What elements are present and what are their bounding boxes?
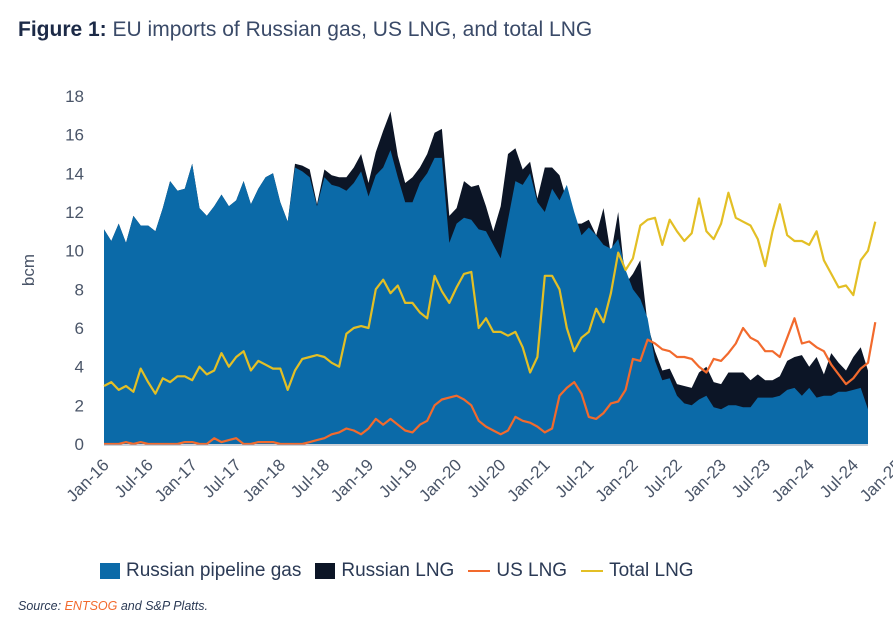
y-tick-label: 6 [75,319,84,338]
legend-item-total-lng: Total LNG [581,560,694,582]
x-tick-label: Jul-22 [640,455,686,501]
source-note: Source: ENTSOG and S&P Platts. [18,599,208,613]
y-tick-label: 12 [65,203,84,222]
legend-item-russian-lng: Russian LNG [315,560,454,582]
y-tick-label: 0 [75,435,84,454]
chart-lines [103,191,877,446]
x-tick-label: Jan-20 [415,455,465,505]
figure-title-text: EU imports of Russian gas, US LNG, and t… [112,18,593,41]
x-tick-label: Jul-20 [463,455,509,501]
x-tick-label: Jul-23 [728,455,774,501]
x-tick-label: Jul-24 [816,455,862,501]
legend-item-pipeline: Russian pipeline gas [100,560,301,582]
y-axis-label: bcm [19,254,38,286]
y-tick-label: 18 [65,87,84,106]
x-tick-label: Jul-21 [551,455,597,501]
source-suffix: and S&P Platts. [120,599,208,613]
legend-swatch-russian-lng [315,563,336,579]
y-tick-label: 14 [65,164,84,183]
line-us-lng [104,317,877,446]
y-tick-label: 16 [65,126,84,145]
chart-areas [104,111,868,444]
x-tick-label: Jan-21 [503,455,553,505]
x-tick-label: Jan-22 [592,455,642,505]
chart-title: Figure 1: EU imports of Russian gas, US … [18,18,592,42]
legend-swatch-total-lng [581,570,604,572]
x-tick-label: Jan-24 [768,455,818,505]
source-link-entsog[interactable]: ENTSOG [64,599,118,613]
x-tick-label: Jan-16 [63,455,113,505]
legend-label-total-lng: Total LNG [609,560,694,581]
y-tick-label: 8 [75,280,84,299]
y-tick-label: 10 [65,242,84,261]
legend-swatch-pipeline [100,563,120,579]
x-tick-label: Jan-23 [680,455,730,505]
x-tick-label: Jul-16 [111,455,157,501]
x-tick-label: Jul-18 [287,455,333,501]
x-tick-label: Jul-19 [375,455,421,501]
legend-label-pipeline: Russian pipeline gas [126,560,302,581]
y-tick-label: 4 [75,358,84,377]
line-total-lng [103,191,877,395]
legend-label-us-lng: US LNG [496,560,568,581]
chart-legend: Russian pipeline gas Russian LNG US LNG … [100,560,694,582]
x-tick-label: Jan-19 [327,455,377,505]
x-tick-label: Jan-18 [239,455,289,505]
y-tick-label: 2 [75,396,84,415]
x-tick-label: Jul-17 [199,455,245,501]
source-prefix: Source: [18,599,62,613]
legend-swatch-us-lng [468,570,491,572]
legend-item-us-lng: US LNG [468,560,567,582]
x-tick-label: Jan-17 [151,455,201,505]
figure-label: Figure 1: [18,18,107,41]
chart-canvas: 024681012141618bcmJan-16Jul-16Jan-17Jul-… [19,87,893,506]
legend-label-russian-lng: Russian LNG [341,560,455,581]
x-tick-label: Jan-25 [856,455,893,505]
